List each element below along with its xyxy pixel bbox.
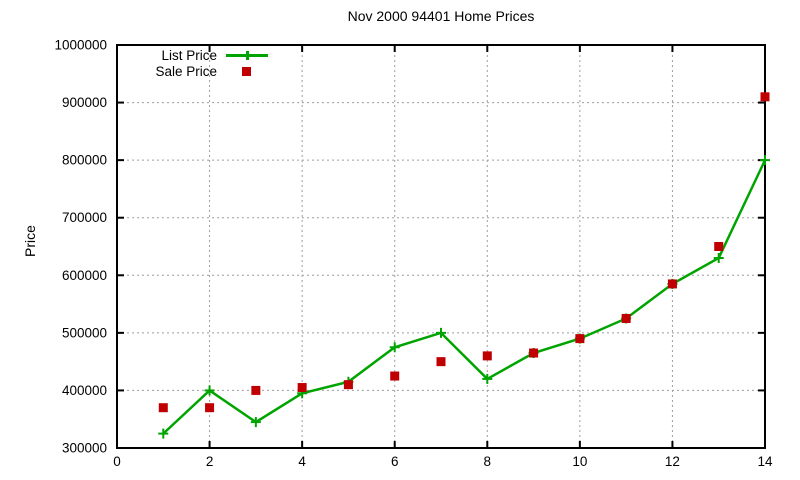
square-marker-icon	[251, 385, 261, 395]
square-marker-icon	[242, 67, 251, 76]
legend-row-list-price: List Price	[117, 47, 268, 63]
x-tick-label: 14	[757, 454, 773, 469]
square-marker-icon	[158, 403, 168, 413]
legend-label-sale-price: Sale Price	[155, 63, 217, 79]
y-axis-label: Price	[22, 225, 38, 257]
y-tick-label: 600000	[62, 268, 107, 283]
plot-border	[116, 44, 766, 449]
plus-marker-icon	[245, 51, 249, 60]
legend: List Price Sale Price	[117, 47, 268, 79]
x-tick-label: 6	[391, 454, 399, 469]
square-marker-icon	[667, 279, 677, 289]
legend-label-list-price: List Price	[161, 47, 217, 63]
y-tick-label: 700000	[62, 210, 107, 225]
y-tick-label: 500000	[62, 325, 107, 340]
legend-row-sale-price: Sale Price	[117, 63, 268, 79]
square-marker-icon	[205, 403, 215, 413]
square-marker-icon	[575, 334, 585, 344]
x-tick-label: 12	[665, 454, 680, 469]
square-marker-icon	[482, 351, 492, 361]
square-marker-icon	[343, 380, 353, 390]
x-tick-label: 2	[206, 454, 214, 469]
y-tick-label: 400000	[62, 383, 107, 398]
square-marker-icon	[390, 371, 400, 381]
square-marker-icon	[436, 357, 446, 367]
square-marker-icon	[760, 92, 770, 102]
x-tick-label: 8	[484, 454, 492, 469]
y-tick-label: 900000	[62, 95, 107, 110]
square-marker-icon	[621, 313, 631, 323]
chart-title: Nov 2000 94401 Home Prices	[347, 8, 535, 24]
x-tick-label: 0	[113, 454, 121, 469]
legend-sample-sale-price	[226, 63, 268, 79]
square-marker-icon	[529, 348, 539, 358]
x-tick-label: 10	[572, 454, 587, 469]
list-price-line	[162, 159, 767, 435]
x-tick-label: 4	[298, 454, 306, 469]
square-marker-icon	[714, 242, 724, 251]
legend-sample-list-price	[226, 47, 268, 63]
y-tick-label: 800000	[62, 153, 107, 168]
y-tick-label: 1000000	[54, 38, 107, 53]
square-marker-icon	[297, 383, 307, 393]
y-tick-label: 300000	[62, 441, 107, 456]
